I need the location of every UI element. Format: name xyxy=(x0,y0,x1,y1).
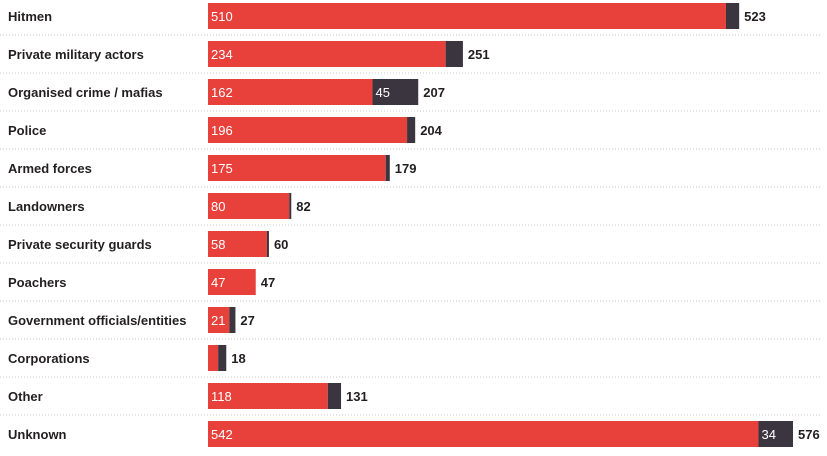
bar-secondary xyxy=(725,3,740,29)
bar-primary xyxy=(208,3,726,29)
total-label: 47 xyxy=(261,275,275,290)
bar-primary xyxy=(208,155,386,181)
category-label: Government officials/entities xyxy=(8,313,186,328)
bar-primary xyxy=(208,383,328,409)
bar-value-label: 510 xyxy=(211,9,233,24)
bar-secondary xyxy=(758,421,793,447)
bar-secondary xyxy=(445,41,463,67)
total-label: 204 xyxy=(420,123,442,138)
bar-value-label: 542 xyxy=(211,427,233,442)
bar-primary xyxy=(208,79,373,105)
bar-value-label: 118 xyxy=(211,389,232,404)
category-label: Poachers xyxy=(8,275,67,290)
bar-value-label: 58 xyxy=(211,237,225,252)
category-label: Organised crime / mafias xyxy=(8,85,163,100)
bar-primary xyxy=(208,307,230,333)
category-label: Police xyxy=(8,123,46,138)
bar-primary xyxy=(208,345,219,371)
bar-primary xyxy=(208,117,408,143)
total-label: 60 xyxy=(274,237,288,252)
bar-value-label: 175 xyxy=(211,161,233,176)
total-label: 27 xyxy=(240,313,254,328)
category-label: Hitmen xyxy=(8,9,52,24)
bar-value-label: 80 xyxy=(211,199,225,214)
category-label: Other xyxy=(8,389,43,404)
bar-secondary xyxy=(229,307,236,333)
total-label: 251 xyxy=(468,47,490,62)
total-label: 131 xyxy=(346,389,368,404)
bar-primary xyxy=(208,421,759,447)
bar-value-label: 21 xyxy=(211,313,225,328)
total-label: 18 xyxy=(231,351,245,366)
total-label: 576 xyxy=(798,427,820,442)
category-label: Unknown xyxy=(8,427,67,442)
category-label: Private security guards xyxy=(8,237,152,252)
total-label: 82 xyxy=(296,199,310,214)
bar-primary xyxy=(208,193,290,219)
bar-value-label: 162 xyxy=(211,85,233,100)
bar-primary xyxy=(208,41,446,67)
bar-secondary xyxy=(266,231,269,257)
bar-value-label: 34 xyxy=(761,427,775,442)
category-label: Private military actors xyxy=(8,47,144,62)
total-label: 523 xyxy=(744,9,766,24)
bar-secondary xyxy=(289,193,292,219)
bar-value-label: 234 xyxy=(211,47,233,62)
bar-secondary xyxy=(372,79,419,105)
bar-secondary xyxy=(218,345,227,371)
total-label: 207 xyxy=(423,85,445,100)
category-label: Corporations xyxy=(8,351,90,366)
total-label: 179 xyxy=(395,161,417,176)
category-label: Landowners xyxy=(8,199,85,214)
bar-secondary xyxy=(407,117,416,143)
bar-secondary xyxy=(327,383,342,409)
bar-value-label: 47 xyxy=(211,275,225,290)
bar-primary xyxy=(208,269,256,295)
bar-secondary xyxy=(385,155,390,181)
bar-value-label: 45 xyxy=(376,85,390,100)
category-label: Armed forces xyxy=(8,161,92,176)
bar-primary xyxy=(208,231,267,257)
bar-value-label: 196 xyxy=(211,123,233,138)
